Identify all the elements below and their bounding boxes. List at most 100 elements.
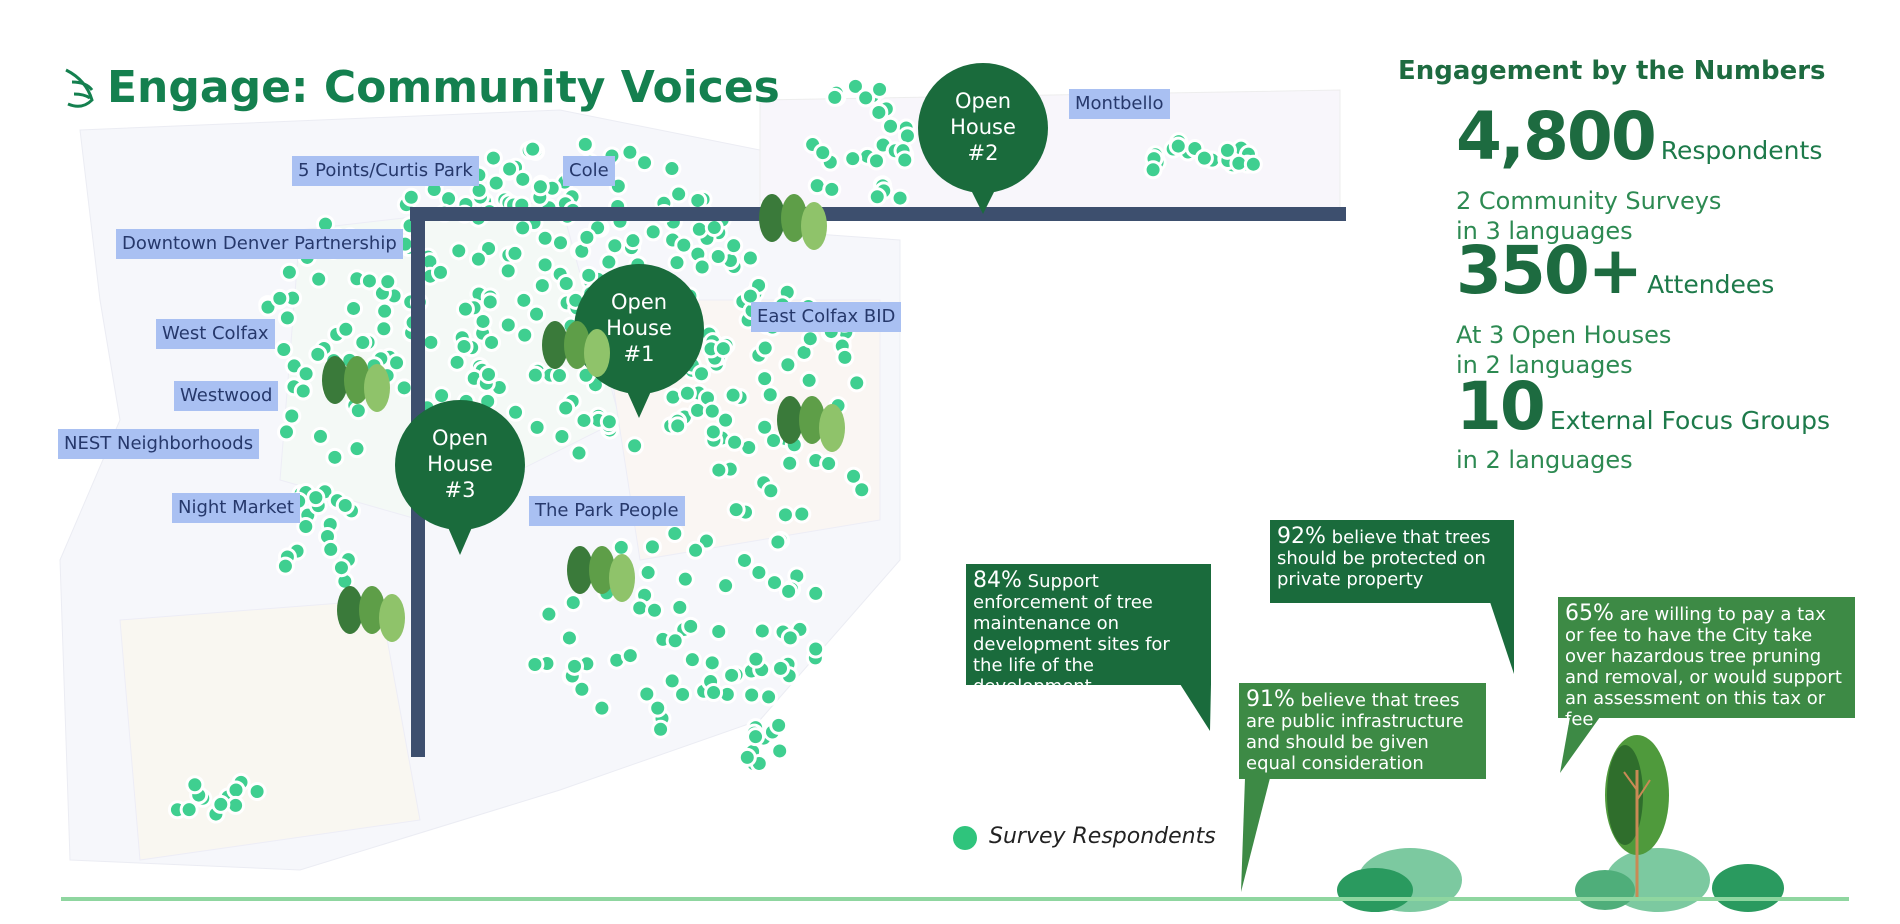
respondent-dot <box>746 649 766 669</box>
respondent-dot <box>179 800 199 820</box>
respondent-dot <box>856 88 876 108</box>
stat-detail: 2 Community Surveys <box>1456 187 1722 215</box>
tree <box>567 546 593 594</box>
respondent-dot <box>579 265 599 285</box>
respondent-dot <box>768 532 788 552</box>
respondent-dot <box>449 241 469 261</box>
tree <box>322 356 348 404</box>
respondent-dot <box>344 298 364 318</box>
respondent-dot <box>686 540 706 560</box>
respondent-dot <box>482 332 502 352</box>
respondent-dot <box>532 276 552 296</box>
respondent-dot <box>309 269 329 289</box>
tree <box>589 546 615 594</box>
respondent-dot <box>740 248 760 268</box>
respondent-dot <box>722 665 742 685</box>
stat-detail: in 2 languages <box>1456 446 1633 474</box>
respondent-dot <box>505 243 525 263</box>
respondent-dot <box>599 412 619 432</box>
respondent-dot <box>569 443 589 463</box>
stat-row: 350+ Attendees <box>1456 232 1774 309</box>
respondent-dot <box>479 365 499 385</box>
respondent-dot <box>454 336 474 356</box>
respondent-dot <box>665 631 685 651</box>
respondent-dot <box>669 184 689 204</box>
respondent-dot <box>387 353 407 373</box>
respondent-dot <box>394 378 414 398</box>
tree <box>379 594 405 642</box>
logo <box>65 68 94 108</box>
tree <box>801 202 827 250</box>
trees <box>322 194 845 642</box>
respondent-dot <box>331 558 351 578</box>
respondent-dot <box>1194 148 1214 168</box>
respondent-dot <box>623 231 643 251</box>
respondent-dot <box>527 417 547 437</box>
respondent-dot <box>523 139 543 159</box>
respondent-dot <box>778 355 798 375</box>
respondent-dot <box>755 369 775 389</box>
legend-swatch <box>953 826 977 850</box>
respondent-dot <box>780 628 800 648</box>
respondent-dot <box>668 416 688 436</box>
respondent-dot <box>270 288 290 308</box>
respondent-dot <box>620 142 640 162</box>
respondent-dot <box>806 583 826 603</box>
callout-figure: 91% <box>1246 687 1295 712</box>
respondent-dot <box>432 386 452 406</box>
respondent-dot <box>637 684 657 704</box>
respondent-dot <box>769 715 789 735</box>
open-house-line: Open <box>431 426 489 450</box>
callout-text: Support enforcement of tree maintenance … <box>973 571 1170 697</box>
respondent-dot <box>550 233 570 253</box>
respondent-dot <box>825 87 845 107</box>
respondent-dot <box>869 102 889 122</box>
respondent-dot <box>308 344 328 364</box>
respondent-dot <box>780 453 800 473</box>
respondent-dot <box>527 304 547 324</box>
respondent-dot <box>822 179 842 199</box>
place-label: Night Market <box>172 493 300 523</box>
respondent-dot <box>740 286 760 306</box>
place-label: NEST Neighborhoods <box>58 429 260 459</box>
respondent-dot <box>374 319 394 339</box>
respondent-dot <box>709 621 729 641</box>
open-house-line: #3 <box>444 478 476 502</box>
respondent-dot <box>480 292 500 312</box>
respondent-dot <box>709 460 729 480</box>
respondent-dot <box>726 500 746 520</box>
respondent-dot <box>643 222 663 242</box>
respondent-dot <box>713 339 733 359</box>
respondent-dot <box>525 654 545 674</box>
respondent-dot <box>247 781 267 801</box>
respondent-dot <box>742 685 762 705</box>
open-house-line: House <box>950 115 1016 139</box>
respondent-dot <box>275 556 295 576</box>
respondent-dot <box>723 385 743 405</box>
respondent-dot <box>674 235 694 255</box>
callout-text: believe that trees are public infrastruc… <box>1246 690 1464 774</box>
respondent-dot <box>691 364 711 384</box>
respondent-dot <box>549 366 569 386</box>
open-house-line: House <box>606 316 672 340</box>
respondent-dot <box>535 255 555 275</box>
respondent-dot <box>447 352 467 372</box>
respondent-dot <box>185 775 205 795</box>
respondent-dot <box>662 671 682 691</box>
respondent-dot <box>563 593 583 613</box>
respondent-dot <box>799 370 819 390</box>
place-label: The Park People <box>529 496 685 526</box>
respondent-dot <box>498 315 518 335</box>
respondent-dot <box>514 290 534 310</box>
respondent-dot <box>293 381 313 401</box>
stat-figure: 4,800 <box>1456 98 1657 175</box>
respondent-dot <box>611 537 631 557</box>
respondent-dot <box>665 524 685 544</box>
respondent-dot <box>599 252 619 272</box>
stat-detail: in 3 languages <box>1456 217 1633 245</box>
respondent-dot <box>761 481 781 501</box>
respondent-dot <box>890 188 910 208</box>
respondent-dot <box>662 159 682 179</box>
respondent-dot <box>689 219 709 239</box>
